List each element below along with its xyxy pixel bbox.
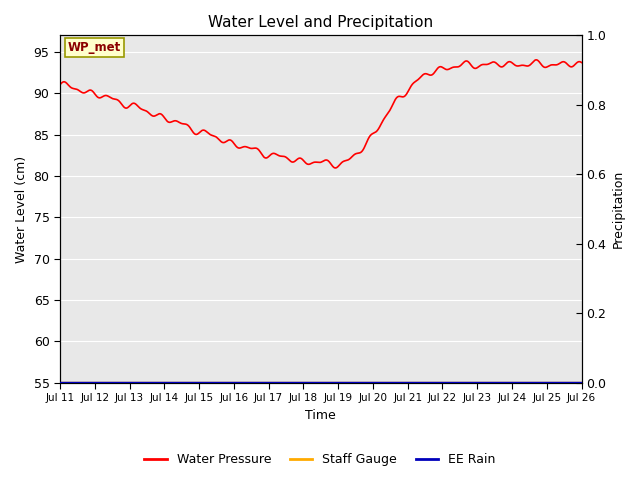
Text: WP_met: WP_met: [68, 41, 121, 54]
Y-axis label: Water Level (cm): Water Level (cm): [15, 156, 28, 263]
X-axis label: Time: Time: [305, 409, 336, 422]
Y-axis label: Precipitation: Precipitation: [612, 170, 625, 248]
Title: Water Level and Precipitation: Water Level and Precipitation: [208, 15, 433, 30]
Legend: Water Pressure, Staff Gauge, EE Rain: Water Pressure, Staff Gauge, EE Rain: [139, 448, 501, 471]
